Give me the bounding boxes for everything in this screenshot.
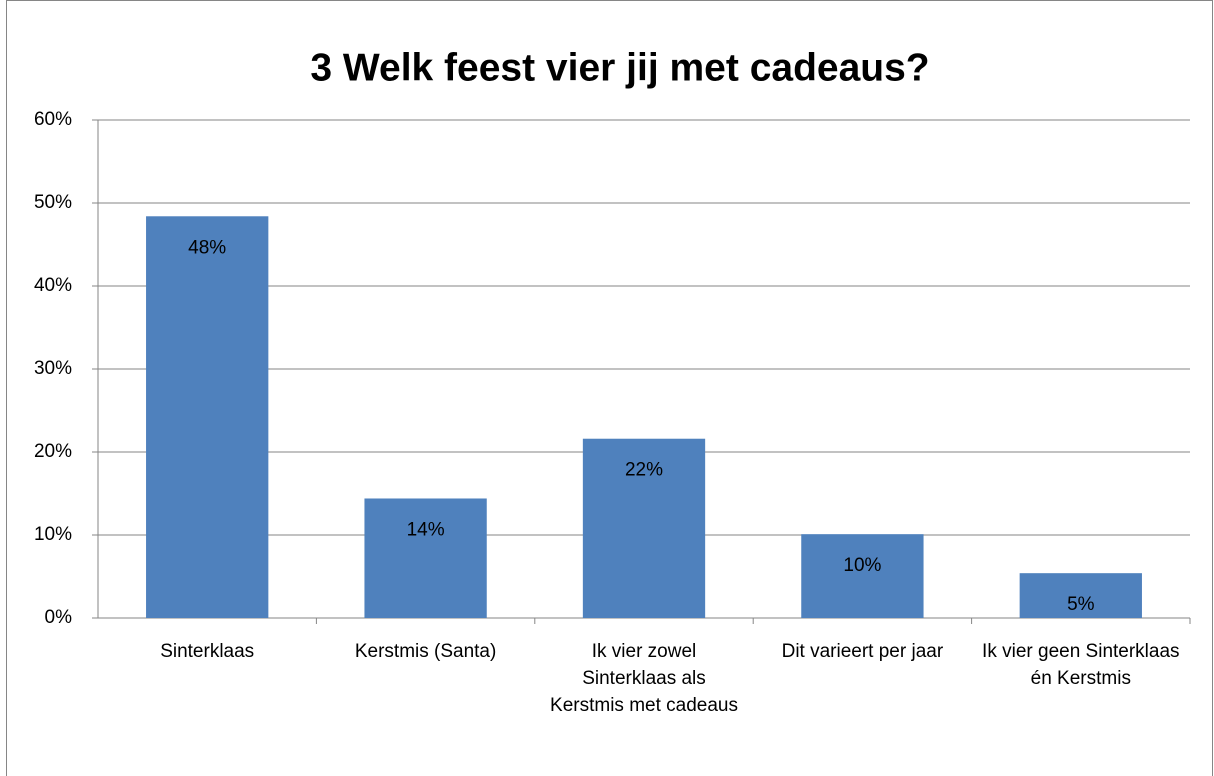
data-label: 14% xyxy=(407,519,445,540)
x-tick-label: Dit varieert per jaar xyxy=(781,641,944,662)
x-tick-label: Ik vier zowel Sinterklaas als Kerstmis m… xyxy=(550,641,738,716)
y-tick-label: 20% xyxy=(34,441,72,462)
data-label: 5% xyxy=(1067,594,1095,615)
y-tick-label: 60% xyxy=(34,109,72,130)
x-tick-label: Kerstmis (Santa) xyxy=(354,641,497,662)
y-tick-label: 30% xyxy=(34,358,72,379)
y-tick-label: 10% xyxy=(34,524,72,545)
data-label: 10% xyxy=(843,555,881,576)
x-tick-label: Ik vier geen Sinterklaas én Kerstmis xyxy=(982,641,1180,689)
bar xyxy=(364,498,487,618)
y-tick-label: 50% xyxy=(34,192,72,213)
chart-border xyxy=(6,0,1213,776)
y-tick-label: 40% xyxy=(34,275,72,296)
bar xyxy=(146,216,269,618)
x-tick-label: Sinterklaas xyxy=(160,641,255,662)
bar xyxy=(1019,573,1142,618)
chart-title: 3 Welk feest vier jij met cadeaus? xyxy=(310,46,929,89)
data-label: 48% xyxy=(188,237,226,258)
bar xyxy=(582,438,706,618)
data-label: 22% xyxy=(625,460,663,481)
y-tick-label: 0% xyxy=(45,607,73,628)
bar xyxy=(801,534,924,618)
